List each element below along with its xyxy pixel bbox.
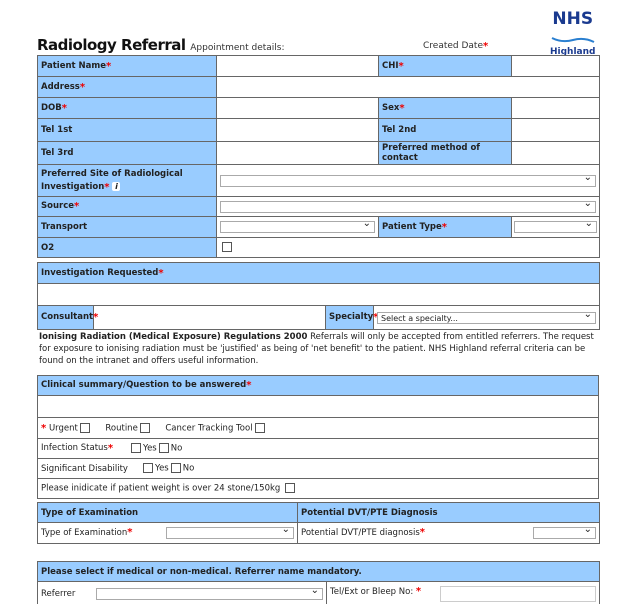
- address-label: Address*: [37, 76, 217, 98]
- tel1-field[interactable]: [216, 118, 379, 142]
- specialty-label: Specialty*: [325, 305, 378, 330]
- tel-label: Tel/Ext or Bleep No:: [330, 586, 414, 597]
- logo-nhs: NHS: [552, 9, 594, 29]
- priority-row: * Urgent Routine Cancer Tracking Tool: [37, 417, 599, 439]
- exam-header: Type of Examination: [37, 502, 298, 523]
- patient-type-cell: [511, 216, 600, 238]
- page-title: Radiology Referral Appointment details:: [37, 36, 285, 54]
- pref-contact-label: Preferred method of contact: [378, 141, 512, 165]
- nhs-highland-logo: NHS Highland: [550, 10, 595, 57]
- cancer-label: Cancer Tracking Tool: [165, 423, 253, 433]
- disability-yes-checkbox[interactable]: [143, 463, 153, 474]
- dvt-cell: Potential DVT/PTE diagnosis*: [297, 522, 600, 544]
- clinical-table: Clinical summary/Question to be answered…: [37, 375, 599, 499]
- specialty-select[interactable]: Select a specialty...: [377, 309, 596, 324]
- disability-row: Significant Disability Yes No: [37, 458, 599, 479]
- o2-label: O2: [37, 237, 217, 258]
- transport-label: Transport: [37, 216, 217, 238]
- pref-contact-field[interactable]: [511, 141, 600, 165]
- patient-details-table: Patient Name* CHI* Address* DOB* Sex* Tel …: [37, 55, 600, 258]
- o2-cell: [216, 237, 600, 258]
- tel-field[interactable]: [440, 585, 596, 602]
- transport-select[interactable]: [220, 218, 375, 233]
- investigation-table: Investigation Requested* Consultant* Spec…: [37, 262, 600, 330]
- address-field[interactable]: [216, 76, 600, 98]
- dvt-header: Potential DVT/PTE Diagnosis: [297, 502, 600, 523]
- urgent-checkbox[interactable]: [79, 422, 90, 433]
- pref-site-label: Preferred Site of Radiological Investiga…: [37, 164, 217, 197]
- exam-cell: Type of Examination*: [37, 522, 298, 544]
- chi-label: CHI*: [378, 55, 512, 77]
- weight-row: Please inidicate if patient weight is ov…: [37, 478, 599, 499]
- patient-name-field[interactable]: [216, 55, 379, 77]
- note-bold: Ionising Radiation (Medical Exposure) Re…: [39, 332, 308, 342]
- routine-checkbox[interactable]: [139, 422, 150, 433]
- investigation-field[interactable]: [37, 283, 600, 306]
- sex-label: Sex*: [378, 97, 512, 119]
- dob-field[interactable]: [216, 97, 379, 119]
- pref-site-select[interactable]: [220, 172, 596, 187]
- chi-field[interactable]: [511, 55, 600, 77]
- tel3-field[interactable]: [216, 141, 379, 165]
- infection-row: Infection Status* Yes No: [37, 438, 599, 459]
- disability-label: Significant Disability: [41, 463, 128, 474]
- created-date-label: Created Date*: [423, 41, 488, 52]
- tel-cell: Tel/Ext or Bleep No: *: [326, 581, 600, 604]
- exam-select[interactable]: [166, 524, 294, 539]
- specialty-cell: Select a specialty...: [373, 305, 600, 330]
- pref-site-cell: [216, 164, 600, 197]
- o2-checkbox[interactable]: [222, 242, 232, 253]
- transport-cell: [216, 216, 379, 238]
- referrer-cell: Referrer: [37, 581, 327, 604]
- dob-label: DOB*: [37, 97, 217, 119]
- source-select[interactable]: [220, 198, 596, 213]
- logo-region: Highland: [550, 47, 596, 57]
- investigation-header: Investigation Requested*: [37, 262, 600, 284]
- referrer-select[interactable]: [96, 585, 323, 600]
- created-date-text: Created Date: [423, 41, 483, 51]
- dvt-select[interactable]: [533, 524, 596, 539]
- tel2-label: Tel 2nd: [378, 118, 512, 142]
- tel2-field[interactable]: [511, 118, 600, 142]
- tel3-label: Tel 3rd: [37, 141, 217, 165]
- consultant-field[interactable]: [93, 305, 326, 330]
- disability-no-checkbox[interactable]: [170, 463, 181, 474]
- required-marker: *: [483, 41, 489, 52]
- infection-yes-checkbox[interactable]: [131, 442, 141, 453]
- weight-label: Please inidicate if patient weight is ov…: [41, 483, 281, 494]
- referrer-header: Please select if medical or non-medical.…: [37, 561, 600, 582]
- infection-no-checkbox[interactable]: [158, 442, 169, 453]
- referrer-label: Referrer: [41, 588, 76, 599]
- source-label: Source*: [37, 196, 217, 217]
- exam-table: Type of Examination Potential DVT/PTE Dia…: [37, 502, 600, 544]
- urgent-label: Urgent: [48, 423, 78, 433]
- sex-field[interactable]: [511, 97, 600, 119]
- note-text: Referrals will only be accepted from ent…: [39, 332, 594, 366]
- clinical-field[interactable]: [37, 395, 599, 418]
- title-text: Radiology Referral: [37, 36, 186, 54]
- weight-checkbox[interactable]: [285, 483, 296, 494]
- info-icon[interactable]: i: [112, 181, 121, 191]
- clinical-header: Clinical summary/Question to be answered…: [37, 375, 599, 396]
- consultant-label: Consultant*: [37, 305, 98, 330]
- patient-name-label: Patient Name*: [37, 55, 217, 77]
- tel1-label: Tel 1st: [37, 118, 217, 142]
- source-cell: [216, 196, 600, 217]
- patient-type-label: Patient Type*: [378, 216, 512, 238]
- routine-label: Routine: [105, 423, 138, 433]
- wave-icon: [551, 37, 595, 43]
- irmer-note: Ionising Radiation (Medical Exposure) Re…: [39, 331, 599, 367]
- patient-type-select[interactable]: [514, 218, 597, 233]
- appointment-details: Appointment details:: [190, 43, 285, 53]
- referrer-table: Please select if medical or non-medical.…: [37, 561, 600, 604]
- cancer-checkbox[interactable]: [254, 422, 265, 433]
- infection-label: Infection Status: [41, 443, 108, 454]
